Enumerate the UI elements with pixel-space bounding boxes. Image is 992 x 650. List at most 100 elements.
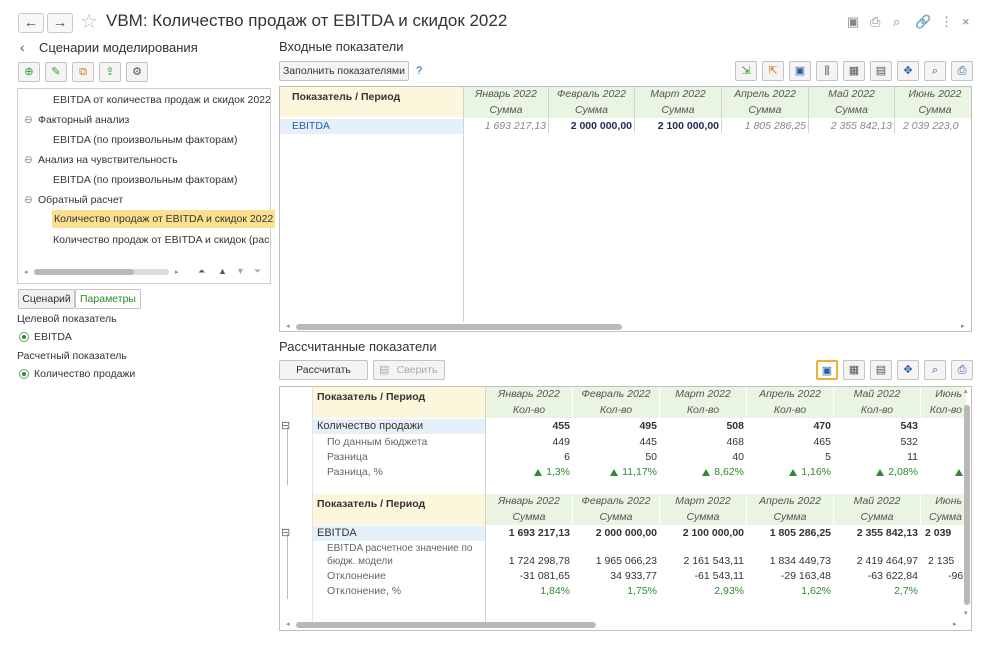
table-view-icon[interactable]: ▦ bbox=[843, 61, 865, 81]
calculate-button[interactable]: Рассчитать bbox=[279, 360, 368, 380]
import-icon[interactable]: ⇱ bbox=[762, 61, 784, 81]
scroll-down-icon[interactable]: ▾ bbox=[964, 610, 968, 617]
tree-item[interactable]: EBITDA от количества продаж и скидок 202… bbox=[53, 94, 270, 106]
grid-icon[interactable]: ▤ bbox=[870, 360, 892, 380]
move-top-icon[interactable]: ⏶ bbox=[198, 266, 206, 276]
zoom-icon[interactable]: ⌕ bbox=[924, 61, 946, 81]
scroll-left-icon[interactable]: ◂ bbox=[286, 323, 290, 330]
edit-icon[interactable]: ✎ bbox=[45, 62, 67, 82]
forward-button[interactable]: → bbox=[47, 13, 73, 33]
tree-scrollbar[interactable] bbox=[34, 269, 134, 275]
block1-row-value: 1,16% bbox=[801, 466, 831, 478]
tree-expand-icon[interactable]: ⊖ bbox=[24, 154, 33, 166]
add-scenario-button[interactable]: ⊕ bbox=[18, 62, 40, 82]
tree-group[interactable]: Анализ на чувствительность bbox=[38, 154, 178, 166]
move-up-icon[interactable]: ▲ bbox=[218, 266, 227, 276]
block2-value[interactable]: 2 100 000,00 bbox=[682, 527, 744, 539]
input-value[interactable]: 2 000 000,00 bbox=[570, 120, 632, 132]
collapse-block-icon[interactable]: ⊟ bbox=[281, 527, 291, 539]
input-sub: Сумма bbox=[722, 102, 808, 118]
input-value[interactable]: 1 805 286,25 bbox=[744, 120, 806, 132]
close-icon[interactable]: × bbox=[962, 14, 970, 29]
target-radio[interactable] bbox=[19, 332, 29, 342]
table-view-icon[interactable]: ▦ bbox=[843, 360, 865, 380]
block1-title[interactable]: Количество продажи bbox=[313, 419, 485, 434]
input-value[interactable]: 2 100 000,00 bbox=[657, 120, 719, 132]
help-icon[interactable]: ? bbox=[416, 65, 423, 77]
calc-sub: Кол-во bbox=[660, 402, 746, 418]
save-icon[interactable]: ▣ bbox=[847, 14, 860, 29]
favorite-star-icon[interactable]: ☆ bbox=[80, 11, 98, 33]
input-hscrollbar[interactable] bbox=[296, 324, 622, 330]
collapse-left-icon[interactable]: ‹ bbox=[20, 39, 25, 55]
calc-radio[interactable] bbox=[19, 369, 29, 379]
collapse-block-icon[interactable]: ⊟ bbox=[281, 420, 291, 432]
block2-title[interactable]: EBITDA bbox=[313, 526, 485, 541]
tab-params[interactable]: Параметры bbox=[75, 289, 141, 309]
link-icon[interactable]: 🔗 bbox=[915, 14, 932, 29]
move-icon[interactable]: ✥ bbox=[897, 61, 919, 81]
input-row-label[interactable]: EBITDA bbox=[280, 119, 463, 134]
input-value[interactable]: 2 355 842,13 bbox=[830, 120, 892, 132]
fill-indicators-button[interactable]: Заполнить показателями bbox=[279, 61, 409, 81]
tree-group[interactable]: Обратный расчет bbox=[38, 194, 124, 206]
move-down-icon[interactable]: ▼ bbox=[236, 266, 245, 276]
tree-item[interactable]: EBITDA (по произвольным факторам) bbox=[53, 174, 238, 186]
tree-group[interactable]: Факторный анализ bbox=[38, 114, 130, 126]
save-table-icon[interactable]: ▣ bbox=[816, 360, 838, 380]
compare-button[interactable]: Сверить bbox=[373, 360, 445, 380]
save-table-icon[interactable]: ▣ bbox=[789, 61, 811, 81]
block2-value[interactable]: 1 805 286,25 bbox=[769, 527, 831, 539]
tree-item[interactable]: Количество продаж от EBITDA и скидок (ра… bbox=[53, 234, 270, 246]
tab-scenario[interactable]: Сценарий bbox=[18, 289, 75, 309]
print-table-icon[interactable]: ⎙ bbox=[951, 61, 973, 81]
input-month: Июнь 2022 bbox=[895, 87, 971, 102]
tree-item-selected[interactable]: Количество продаж от EBITDA и скидок 202… bbox=[52, 210, 276, 228]
export-scenario-button[interactable]: ⇪ bbox=[99, 62, 121, 82]
block2-value[interactable]: 2 355 842,13 bbox=[856, 527, 918, 539]
settings-gear-icon[interactable]: ⚙ bbox=[126, 62, 148, 82]
print-table-icon[interactable]: ⎙ bbox=[951, 360, 973, 380]
block1-value[interactable]: 470 bbox=[813, 420, 831, 432]
print-icon[interactable]: ⎙ bbox=[870, 14, 881, 29]
columns-icon[interactable]: ⫼ bbox=[816, 61, 838, 81]
block2-value[interactable]: 2 000 000,00 bbox=[595, 527, 657, 539]
block1-row-value: 445 bbox=[639, 436, 657, 448]
input-value[interactable]: 1 693 217,13 bbox=[484, 120, 546, 132]
load-icon[interactable]: ⇲ bbox=[735, 61, 757, 81]
increase-arrow-icon bbox=[955, 469, 963, 476]
block1-value[interactable]: 543 bbox=[900, 420, 918, 432]
calc-month: Март 2022 bbox=[660, 387, 746, 402]
input-value[interactable]: 2 039 223,0 bbox=[903, 120, 959, 132]
block2-row-value: 1 834 449,73 bbox=[769, 555, 831, 567]
scroll-right-icon[interactable]: ▸ bbox=[961, 323, 965, 330]
scroll-up-icon[interactable]: ▴ bbox=[964, 388, 968, 395]
scroll-right-icon[interactable]: ▸ bbox=[953, 621, 957, 628]
tree-expand-icon[interactable]: ⊖ bbox=[24, 114, 33, 126]
move-icon[interactable]: ✥ bbox=[897, 360, 919, 380]
block1-value[interactable]: 495 bbox=[639, 420, 657, 432]
block2-value[interactable]: 2 039 bbox=[925, 527, 952, 539]
block1-value[interactable]: 508 bbox=[726, 420, 744, 432]
more-icon[interactable]: ⋮ bbox=[940, 14, 953, 29]
scroll-right-icon[interactable]: ▸ bbox=[175, 269, 179, 276]
calc-hscrollbar[interactable] bbox=[296, 622, 596, 628]
block2-value[interactable]: 1 693 217,13 bbox=[508, 527, 570, 539]
scroll-left-icon[interactable]: ◂ bbox=[24, 269, 28, 276]
calc-sub: Кол-во bbox=[573, 402, 659, 418]
copy-scenario-button[interactable]: ⧉ bbox=[72, 62, 94, 82]
back-button[interactable]: ← bbox=[18, 13, 44, 33]
zoom-icon[interactable]: ⌕ bbox=[924, 360, 946, 380]
scroll-left-icon[interactable]: ◂ bbox=[286, 621, 290, 628]
preview-icon[interactable]: ⌕ bbox=[893, 14, 901, 29]
move-bottom-icon[interactable]: ⏷ bbox=[254, 266, 262, 276]
increase-arrow-icon bbox=[534, 469, 543, 476]
tree-expand-icon[interactable]: ⊖ bbox=[24, 194, 33, 206]
block1-value[interactable]: 455 bbox=[552, 420, 570, 432]
block1-row-value: 2,08% bbox=[888, 466, 918, 478]
calc-vscrollbar[interactable] bbox=[964, 405, 970, 605]
calc-month: Май 2022 bbox=[834, 387, 920, 402]
grid-icon[interactable]: ▤ bbox=[870, 61, 892, 81]
tree-item[interactable]: EBITDA (по произвольным факторам) bbox=[53, 134, 238, 146]
input-month: Май 2022 bbox=[809, 87, 894, 102]
